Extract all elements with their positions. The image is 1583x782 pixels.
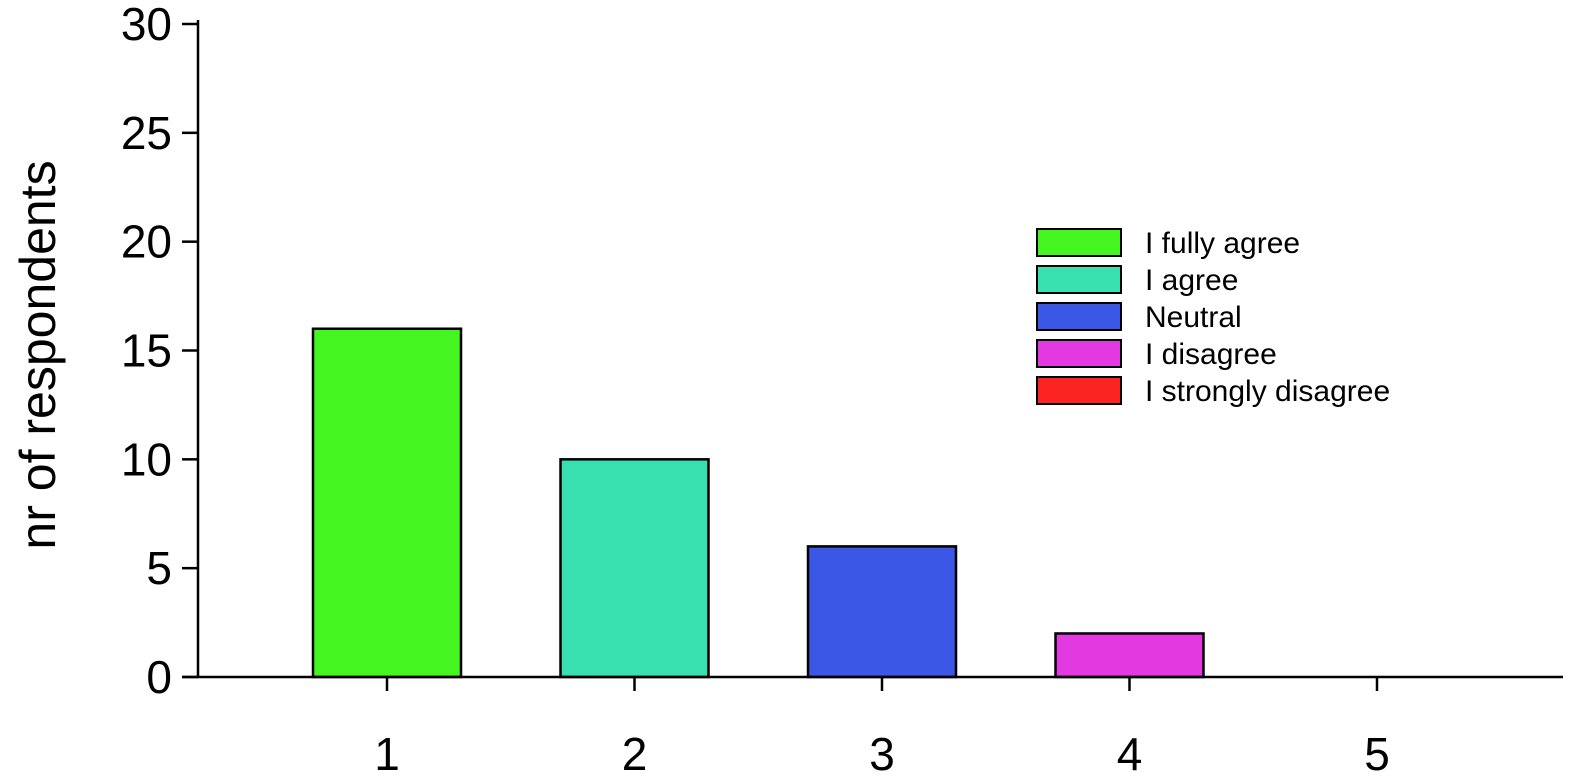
y-tick-label-0: 0	[146, 651, 172, 703]
legend: I fully agree I agree Neutral I disagree I s…	[1036, 227, 1390, 408]
legend-swatch-3	[1036, 302, 1122, 331]
x-tick-label-2: 2	[622, 728, 648, 780]
y-tick-label-5: 5	[146, 542, 172, 594]
bar-3	[806, 545, 958, 679]
legend-swatch-4	[1036, 339, 1122, 368]
legend-label-2: I agree	[1145, 264, 1238, 297]
x-tick-label-3: 3	[869, 728, 895, 780]
y-tick-label-25: 25	[121, 107, 172, 159]
y-tick-label-20: 20	[121, 216, 172, 268]
x-tick-label-4: 4	[1117, 728, 1143, 780]
bar-2	[559, 458, 710, 679]
legend-label-3: Neutral	[1145, 301, 1242, 334]
x-tick-label-1: 1	[374, 728, 400, 780]
y-tick-label-10: 10	[121, 433, 172, 485]
legend-label-1: I fully agree	[1145, 227, 1300, 260]
plot-area: 0 5 10 15 20 25 30 1 2 3 4 5	[121, 0, 1563, 780]
bar-4	[1054, 632, 1205, 679]
bar-1	[311, 327, 463, 679]
legend-swatch-1	[1036, 228, 1122, 257]
y-axis-title: nr of respondents	[10, 160, 66, 549]
x-tick-label-5: 5	[1364, 728, 1390, 780]
legend-label-4: I disagree	[1145, 338, 1277, 371]
y-tick-label-30: 30	[121, 0, 172, 50]
legend-label-5: I strongly disagree	[1145, 375, 1390, 408]
y-tick-label-15: 15	[121, 325, 172, 377]
legend-swatch-5	[1036, 376, 1122, 405]
legend-swatch-2	[1036, 265, 1122, 294]
